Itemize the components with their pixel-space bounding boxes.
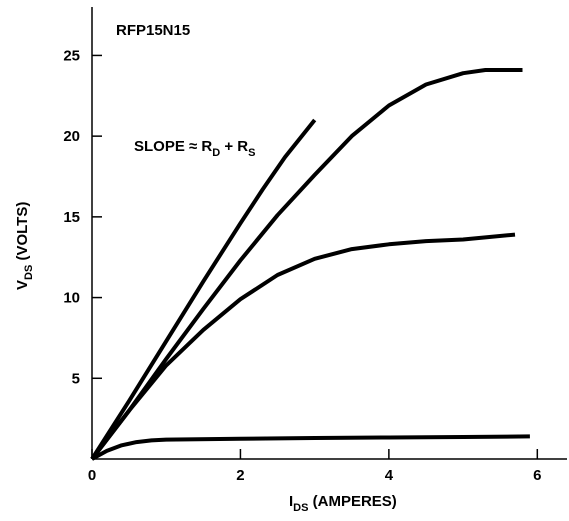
x-axis-label: IDS (AMPERES) (289, 493, 397, 514)
x-tick-label: 0 (88, 467, 96, 484)
y-axis-label: VDS (VOLTS) (14, 202, 35, 290)
x-axis-label-rest: (AMPERES) (308, 493, 396, 510)
slope-annotation: SLOPE ≈ RD + RS (134, 138, 255, 159)
ticks: 0 2 4 6 5 10 15 20 25 (63, 47, 541, 484)
x-axis-label-sub: DS (293, 502, 308, 514)
y-tick-label: 15 (63, 209, 80, 226)
x-tick-label: 2 (236, 467, 244, 484)
axes (91, 7, 567, 460)
y-axis-label-rest: (VOLTS) (14, 202, 31, 265)
curve-2 (90, 68, 523, 461)
slope-annotation-sub1: D (212, 147, 220, 159)
data-curves (90, 68, 530, 461)
y-axis-label-main: V (14, 280, 31, 290)
slope-annotation-sub2: S (248, 147, 255, 159)
y-tick-label: 20 (63, 128, 80, 145)
y-tick-label: 25 (63, 47, 80, 64)
y-axis-label-sub: DS (23, 265, 35, 280)
chart-title: RFP15N15 (116, 22, 190, 39)
curve-4 (91, 434, 530, 461)
x-axis-label-main: I (289, 493, 293, 510)
curve-3 (90, 232, 516, 461)
y-tick-label: 10 (63, 290, 80, 307)
x-tick-label: 6 (533, 467, 541, 484)
x-tick-label: 4 (385, 467, 394, 484)
curve-1 (90, 118, 317, 461)
y-tick-label: 5 (72, 370, 80, 387)
slope-annotation-prefix: SLOPE ≈ R (134, 138, 212, 155)
slope-annotation-mid: + R (220, 138, 248, 155)
